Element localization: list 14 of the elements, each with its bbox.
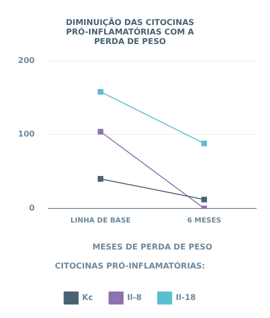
y-tick-label: 0	[29, 203, 36, 212]
legend-label: Il-8	[127, 293, 142, 302]
x-axis-title: MESES DE PERDA DE PESO	[92, 242, 213, 252]
y-tick-label: 100	[18, 130, 36, 139]
legend-title: CITOCINAS PRÓ-INFLAMATÓRIAS:	[54, 260, 206, 270]
y-tick-label: 200	[18, 56, 36, 65]
point	[201, 196, 208, 202]
legend-label: Il-18	[176, 293, 196, 302]
point	[98, 176, 104, 182]
point	[201, 140, 208, 146]
point	[98, 128, 104, 134]
legend-label: Kc	[82, 293, 94, 302]
chart-title: DIMINUIÇÃO DAS CITOCINAS PRÓ-INFLAMATÓRIAS COM A PERDA DE PESO	[66, 16, 195, 46]
point	[98, 88, 104, 95]
